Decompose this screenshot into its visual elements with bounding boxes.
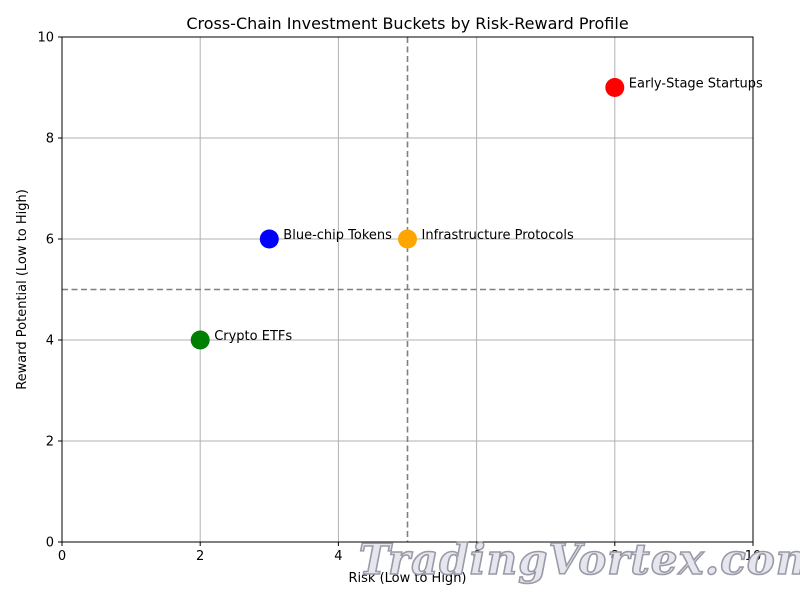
data-point bbox=[398, 229, 417, 249]
data-point-label: Crypto ETFs bbox=[214, 329, 292, 344]
plot-area-frame bbox=[61, 36, 754, 543]
y-tick-label: 0 bbox=[46, 536, 54, 551]
data-point bbox=[190, 330, 210, 350]
data-point bbox=[605, 78, 625, 97]
x-tick-label: 0 bbox=[58, 549, 66, 564]
x-tick-label: 10 bbox=[745, 549, 762, 564]
y-axis-ticks: 0 2 4 6 8 10 bbox=[37, 31, 62, 551]
watermark-logo: TradingVortex.com bbox=[359, 535, 800, 584]
y-tick-label: 10 bbox=[37, 31, 54, 46]
x-tick-label: 2 bbox=[196, 549, 204, 564]
y-tick-label: 2 bbox=[46, 435, 54, 450]
data-point bbox=[259, 229, 279, 249]
x-tick-label: 8 bbox=[611, 549, 619, 564]
x-tick-label: 4 bbox=[334, 549, 342, 564]
data-points: Crypto ETFs Blue-chip Tokens Infrastructur… bbox=[190, 77, 763, 350]
data-point-label: Blue-chip Tokens bbox=[283, 228, 392, 243]
y-tick-label: 4 bbox=[46, 334, 54, 349]
data-point-label: Infrastructure Protocols bbox=[422, 228, 574, 243]
x-axis-label: Risk (Low to High) bbox=[348, 571, 466, 586]
y-axis-label: Reward Potential (Low to High) bbox=[15, 189, 30, 390]
x-axis-ticks: 0 2 4 6 8 10 bbox=[58, 542, 761, 564]
reference-lines bbox=[62, 37, 753, 542]
x-tick-label: 6 bbox=[472, 549, 480, 564]
chart-title: Cross-Chain Investment Buckets by Risk-R… bbox=[186, 14, 628, 33]
y-tick-label: 6 bbox=[46, 233, 54, 248]
y-tick-label: 8 bbox=[46, 132, 54, 147]
data-point-label: Early-Stage Startups bbox=[629, 77, 763, 92]
